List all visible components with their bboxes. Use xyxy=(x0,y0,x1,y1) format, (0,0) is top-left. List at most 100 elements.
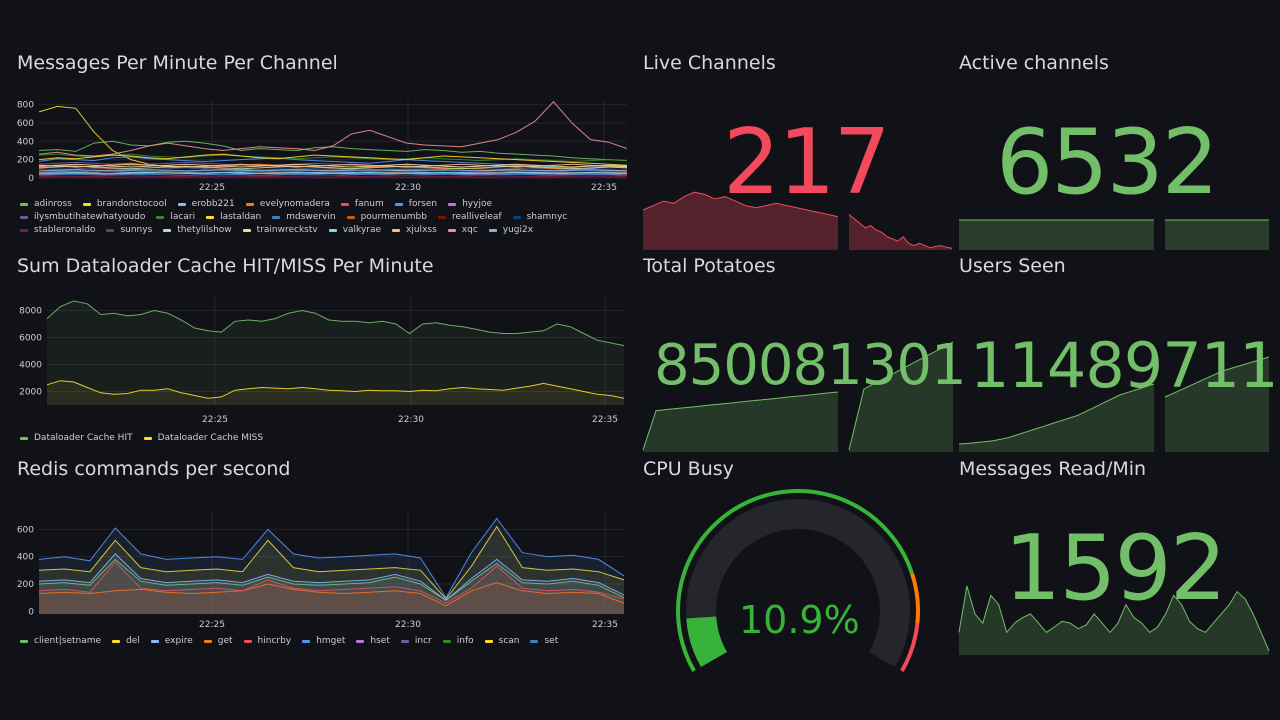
live-channels-title[interactable]: Live Channels xyxy=(643,52,776,74)
legend-item[interactable]: del xyxy=(112,636,140,646)
legend-item[interactable]: pourmenumbb xyxy=(346,212,427,222)
legend-item[interactable]: valkyrae xyxy=(328,225,382,235)
legend-item[interactable]: scan xyxy=(484,636,519,646)
legend-item[interactable]: ilysmbutihatewhatyoudo xyxy=(20,212,145,222)
legend-item[interactable]: adinross xyxy=(20,199,72,209)
dataloader-cache-legend: Dataloader Cache HIT Dataloader Cache MIS… xyxy=(20,433,620,443)
legend-swatch xyxy=(245,202,254,206)
sparkline-line xyxy=(848,341,954,451)
series-line xyxy=(38,517,625,599)
legend-item[interactable]: sunnys xyxy=(106,225,152,235)
total-potatoes-panel: Total Potatoes 850081301 xyxy=(642,255,967,453)
dataloader-cache-chart[interactable]: 2000 4000 6000 8000 22:25 22:30 22:35 xyxy=(17,285,629,460)
series-line xyxy=(38,156,628,170)
legend-item[interactable]: forsen xyxy=(394,199,437,209)
legend-swatch xyxy=(447,228,456,232)
x-tick-label: 22:35 xyxy=(592,415,618,425)
cpu-busy-title[interactable]: CPU Busy xyxy=(643,458,734,480)
legend-label: realliveleaf xyxy=(451,212,502,222)
legend-swatch xyxy=(20,215,28,219)
sparkline-line xyxy=(848,214,953,249)
legend-item[interactable]: incr xyxy=(400,636,432,646)
legend-swatch xyxy=(203,639,212,643)
series-line xyxy=(38,171,628,174)
series-area xyxy=(39,518,624,614)
legend-label: fanum xyxy=(354,199,384,209)
legend-item[interactable]: xqc xyxy=(447,225,478,235)
legend-item[interactable]: realliveleaf xyxy=(437,212,502,222)
legend-item[interactable]: thetylilshow xyxy=(163,225,232,235)
legend-item[interactable]: shamnyc xyxy=(512,212,567,222)
legend-swatch xyxy=(448,202,457,206)
series-area xyxy=(39,562,624,614)
cpu-busy-panel: CPU Busy 10.9% xyxy=(643,458,953,672)
legend-item[interactable]: Dataloader Cache HIT xyxy=(20,433,133,443)
legend-item[interactable]: hset xyxy=(356,636,390,646)
sparkline-area xyxy=(849,342,953,452)
legend-item[interactable]: client|setname xyxy=(20,636,101,646)
legend-item[interactable]: yugi2x xyxy=(488,225,534,235)
x-tick-label: 22:35 xyxy=(591,183,617,193)
legend-label: Dataloader Cache MISS xyxy=(157,433,264,443)
legend-label: brandonstocool xyxy=(96,199,167,209)
legend-item[interactable]: trainwreckstv xyxy=(242,225,318,235)
legend-item[interactable]: expire xyxy=(150,636,193,646)
legend-label: get xyxy=(217,636,233,646)
legend-label: Dataloader Cache HIT xyxy=(34,433,133,443)
legend-item[interactable]: hincrby xyxy=(243,636,291,646)
redis-commands-title[interactable]: Redis commands per second xyxy=(17,458,291,480)
legend-item[interactable]: erobb221 xyxy=(177,199,235,209)
series-line xyxy=(38,153,628,163)
messages-per-minute-title[interactable]: Messages Per Minute Per Channel xyxy=(17,52,338,74)
legend-item[interactable]: lastaldan xyxy=(206,212,261,222)
legend-label: hyyjoe xyxy=(462,199,492,209)
redis-commands-chart[interactable]: 0 200 400 600 22:25 22:30 22:35 xyxy=(17,488,629,663)
sparkline-area xyxy=(959,220,1154,250)
messages-per-minute-chart[interactable]: 0 200 400 600 800 22:25 22:30 22:35 xyxy=(17,92,629,232)
legend-label: stableronaldo xyxy=(34,225,96,235)
active-channels-title[interactable]: Active channels xyxy=(959,52,1109,74)
y-tick-label: 600 xyxy=(17,525,34,535)
legend-item[interactable]: lacari xyxy=(156,212,195,222)
users-seen-title[interactable]: Users Seen xyxy=(959,255,1066,277)
y-tick-label: 0 xyxy=(28,607,34,617)
series-area xyxy=(47,301,624,405)
legend-item[interactable]: stableronaldo xyxy=(20,225,95,235)
legend-swatch xyxy=(346,215,355,219)
series-area xyxy=(47,380,624,405)
legend-label: valkyrae xyxy=(342,225,382,235)
legend-item[interactable]: set xyxy=(530,636,558,646)
legend-item[interactable]: evelynomadera xyxy=(245,199,330,209)
y-tick-label: 800 xyxy=(17,101,34,111)
sparkline-area xyxy=(1165,357,1269,452)
legend-item[interactable]: xjulxss xyxy=(392,225,437,235)
x-tick-label: 22:35 xyxy=(592,620,618,630)
dataloader-cache-title[interactable]: Sum Dataloader Cache HIT/MISS Per Minute xyxy=(17,255,434,277)
legend-label: xqc xyxy=(461,225,478,235)
legend-label: expire xyxy=(164,636,193,646)
legend-item[interactable]: brandonstocool xyxy=(82,199,167,209)
legend-item[interactable]: info xyxy=(442,636,474,646)
series-line xyxy=(38,169,628,172)
y-tick-label: 400 xyxy=(17,137,34,147)
legend-item[interactable]: get xyxy=(203,636,233,646)
sparkline-area xyxy=(1165,220,1269,250)
messages-read-title[interactable]: Messages Read/Min xyxy=(959,458,1147,480)
legend-label: erobb221 xyxy=(191,199,235,209)
total-potatoes-title[interactable]: Total Potatoes xyxy=(643,255,776,277)
legend-label: set xyxy=(544,636,559,646)
legend-swatch xyxy=(163,228,172,232)
legend-swatch xyxy=(356,639,365,643)
legend-swatch xyxy=(177,202,186,206)
legend-label: yugi2x xyxy=(502,225,534,235)
legend-item[interactable]: hyyjoe xyxy=(448,199,492,209)
legend-item[interactable]: Dataloader Cache MISS xyxy=(143,433,264,443)
legend-item[interactable]: hmget xyxy=(302,636,345,646)
legend-swatch xyxy=(512,215,521,219)
series-line xyxy=(38,163,628,168)
legend-item[interactable]: mdswervin xyxy=(272,212,336,222)
y-tick-label: 0 xyxy=(28,174,34,184)
legend-swatch xyxy=(206,215,215,219)
legend-label: thetylilshow xyxy=(177,225,232,235)
legend-item[interactable]: fanum xyxy=(340,199,384,209)
